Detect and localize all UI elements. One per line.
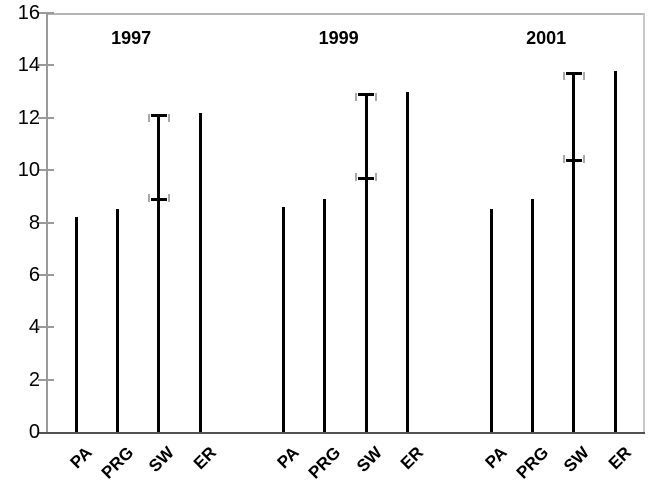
bar-pa-1999: [282, 206, 285, 432]
x-label-prg-1997: PRG: [97, 443, 137, 483]
plot-top-border: [47, 13, 645, 15]
x-label-er-2001: ER: [604, 443, 635, 474]
y-tick-4: [38, 326, 54, 329]
bar-er-1999: [406, 91, 410, 432]
y-tick-label-8: 8: [28, 211, 40, 234]
bar-er-2001: [613, 70, 617, 432]
group-label-1997: 1997: [111, 28, 152, 48]
y-tick-label-14: 14: [17, 54, 40, 77]
y-tick-label-4: 4: [28, 316, 40, 339]
error-hook-bottom-right-sw-1997: [167, 193, 170, 202]
x-label-er-1999: ER: [396, 443, 428, 474]
y-tick-label-6: 6: [28, 263, 40, 286]
group-label-1999: 1999: [318, 28, 359, 48]
error-cap-bottom-sw-2001: [565, 158, 582, 162]
y-tick-12: [38, 116, 54, 119]
error-hook-bottom-left-sw-2001: [562, 154, 565, 163]
x-label-er-1997: ER: [189, 443, 220, 474]
bar-prg-2001: [530, 198, 534, 432]
bar-pa-2001: [489, 209, 493, 432]
plot-right-border: [643, 13, 645, 434]
bar-er-1997: [198, 112, 202, 432]
x-label-sw-2001: SW: [560, 443, 594, 476]
x-label-prg-2001: PRG: [512, 443, 552, 483]
error-cap-bottom-sw-1997: [150, 197, 167, 201]
error-hook-top-right-sw-1999: [375, 93, 378, 102]
x-label-sw-1999: SW: [352, 443, 386, 476]
y-tick-label-12: 12: [17, 106, 40, 129]
y-tick-label-0: 0: [28, 421, 40, 443]
y-tick-8: [38, 221, 54, 224]
error-hook-bottom-left-sw-1997: [147, 193, 150, 202]
error-hook-bottom-left-sw-1999: [355, 172, 358, 181]
group-label-2001: 2001: [526, 28, 567, 48]
bar-sw-1999: [364, 94, 368, 432]
error-hook-top-left-sw-2001: [562, 72, 565, 81]
x-axis-baseline: [38, 432, 645, 434]
x-label-pa-1997: PA: [66, 443, 96, 473]
error-hook-top-left-sw-1997: [147, 114, 150, 123]
error-hook-top-right-sw-1997: [167, 114, 170, 123]
error-hook-bottom-right-sw-1999: [375, 172, 378, 181]
bar-prg-1999: [323, 198, 327, 432]
x-label-pa-1999: PA: [273, 443, 303, 473]
error-hook-top-right-sw-2001: [582, 72, 585, 81]
error-cap-bottom-sw-1999: [358, 176, 375, 180]
bar-sw-1997: [157, 115, 161, 432]
error-cap-top-sw-2001: [565, 72, 582, 76]
error-hook-top-left-sw-1999: [355, 93, 358, 102]
x-label-pa-2001: PA: [481, 443, 511, 473]
y-tick-label-16: 16: [17, 2, 40, 24]
bar-sw-2001: [572, 73, 576, 432]
y-tick-10: [38, 169, 54, 172]
y-tick-2: [38, 378, 54, 381]
x-label-sw-1997: SW: [145, 443, 179, 476]
error-hook-bottom-right-sw-2001: [582, 154, 585, 163]
bar-pa-1997: [74, 217, 78, 432]
error-cap-top-sw-1997: [150, 114, 167, 118]
error-cap-top-sw-1999: [358, 93, 375, 97]
y-tick-14: [38, 64, 54, 67]
bar-prg-1997: [115, 209, 119, 432]
y-tick-label-10: 10: [17, 159, 40, 182]
y-tick-16: [38, 12, 54, 14]
y-tick-label-2: 2: [28, 368, 40, 391]
y-tick-6: [38, 273, 54, 276]
x-label-prg-1999: PRG: [304, 443, 345, 483]
